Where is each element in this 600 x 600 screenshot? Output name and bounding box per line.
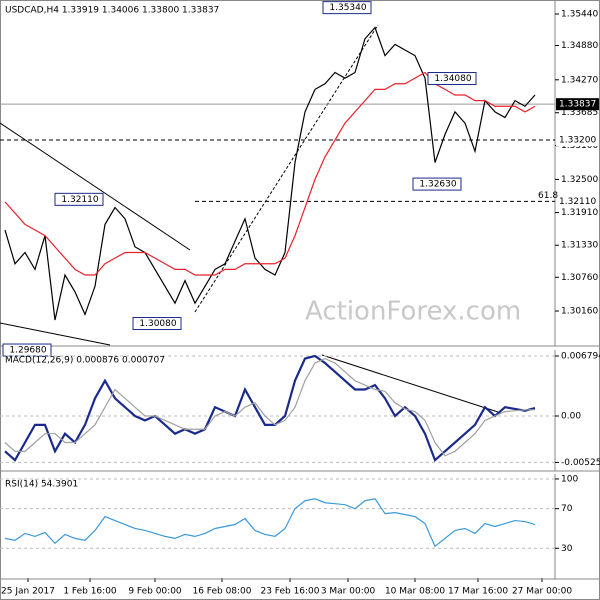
series-line <box>4 354 536 463</box>
annotation-label: 1.32110 <box>61 195 98 205</box>
x-tick-label: 17 Mar 16:00 <box>448 587 508 597</box>
x-tick-label: 16 Feb 08:00 <box>192 587 251 597</box>
annotation-label: 1.29680 <box>9 346 46 356</box>
level-label: 1.32110 <box>559 197 596 207</box>
y-tick-label: 1.34880 <box>561 41 598 51</box>
y-tick-label: 1.33685 <box>561 108 598 118</box>
y-tick-label: 1.35440 <box>561 10 598 20</box>
annotation-box <box>427 72 477 86</box>
annotation-label: 1.32630 <box>419 180 456 190</box>
y-tick-label: 1.34270 <box>561 75 598 85</box>
fib-label: 61.8 <box>538 191 558 201</box>
x-tick-label: 9 Feb 00:00 <box>128 587 182 597</box>
panel-title: RSI(14) 54.3901 <box>5 480 78 490</box>
annotation-label: 1.34080 <box>434 74 471 84</box>
y-tick-label: 0.00 <box>561 412 581 422</box>
y-tick-label: 100 <box>561 474 578 484</box>
x-tick-label: 23 Feb 16:00 <box>260 587 319 597</box>
y-tick-label: 1.30760 <box>561 273 598 283</box>
annotation-box <box>132 317 182 331</box>
annotation-box <box>54 192 104 206</box>
y-tick-label: 70 <box>561 504 573 514</box>
trend-line <box>321 354 499 413</box>
level-box <box>556 134 599 147</box>
series-line <box>4 26 536 321</box>
watermark: ActionForex.com <box>305 297 521 327</box>
level-label: 1.33200 <box>559 136 596 146</box>
trend-line <box>0 122 191 251</box>
level-box <box>556 195 599 208</box>
annotation-box <box>322 1 372 15</box>
level-label: 1.33837 <box>559 100 596 110</box>
series-line <box>4 498 536 548</box>
panel-title: USDCAD,H4 1.33919 1.34006 1.33800 1.3383… <box>5 6 219 16</box>
y-tick-label: 1.31910 <box>561 208 598 218</box>
trend-line <box>194 24 379 313</box>
annotation-label: 1.30080 <box>139 319 176 329</box>
series-line <box>4 357 535 457</box>
panel-title: MACD(12,26,9) 0.000876 0.000707 <box>5 356 165 366</box>
level-box <box>556 98 599 111</box>
x-tick-label: 25 Jan 2017 <box>1 587 55 597</box>
y-tick-label: 1.30160 <box>561 307 598 317</box>
y-tick-label: -0.005254 <box>561 458 600 468</box>
x-tick-label: 3 Mar 00:00 <box>321 587 376 597</box>
y-tick-label: 30 <box>561 544 573 554</box>
series-line <box>4 71 536 276</box>
x-tick-label: 27 Mar 00:00 <box>512 587 572 597</box>
trend-line <box>0 322 111 346</box>
y-tick-label: 1.33100 <box>561 141 598 151</box>
x-tick-label: 10 Mar 08:00 <box>385 587 445 597</box>
y-tick-label: 0.006794 <box>561 352 600 362</box>
annotation-label: 1.35340 <box>329 3 366 13</box>
y-tick-label: 1.32500 <box>561 175 598 185</box>
annotation-box <box>412 177 462 191</box>
y-tick-label: 1.31330 <box>561 241 598 251</box>
x-tick-label: 1 Feb 16:00 <box>63 587 117 597</box>
